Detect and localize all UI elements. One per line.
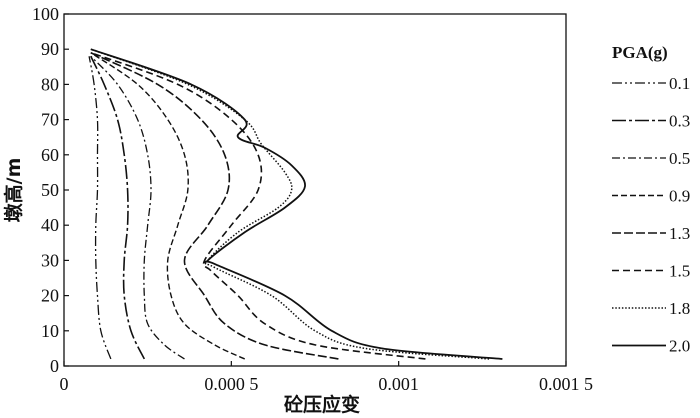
- series-line-0-3: [90, 55, 146, 360]
- y-tick-label: 10: [41, 321, 59, 341]
- y-tick-label: 80: [41, 74, 59, 94]
- y-tick-label: 40: [41, 215, 59, 235]
- legend-label: 0.1: [669, 74, 690, 93]
- plot-frame: [63, 13, 567, 367]
- y-tick-label: 60: [41, 145, 59, 165]
- tick-labels: 0 0.000 5 0.001 0.001 5 0 10 20 30 40 50 60 70 80 90 1…: [32, 4, 593, 394]
- x-tick-label: 0.001: [378, 374, 419, 394]
- legend-label: 0.5: [669, 149, 690, 168]
- legend-label: 1.5: [669, 262, 690, 281]
- x-tick-label: 0: [60, 374, 69, 394]
- tick-marks: [63, 13, 567, 367]
- series-line-1-5: [90, 51, 426, 360]
- legend-label: 0.3: [669, 112, 690, 131]
- x-tick-label: 0.001 5: [539, 374, 593, 394]
- legend-label: 1.3: [669, 224, 690, 243]
- series-line-0-1: [88, 56, 112, 360]
- legend: PGA(g) 0.1 0.3 0.5 0.9 1.3 1.5 1.8 2.0: [612, 43, 690, 356]
- y-axis-title: 墩高/m: [2, 158, 25, 223]
- y-tick-label: 100: [32, 4, 59, 24]
- series-line-2-0: [90, 48, 503, 360]
- legend-label: 0.9: [669, 187, 690, 206]
- y-tick-label: 20: [41, 286, 59, 306]
- y-tick-label: 90: [41, 39, 59, 59]
- legend-label: 1.8: [669, 299, 690, 318]
- legend-title: PGA(g): [612, 43, 668, 62]
- x-tick-label: 0.000 5: [204, 374, 258, 394]
- y-tick-label: 30: [41, 250, 59, 270]
- series-line-1-3: [90, 51, 339, 360]
- series-layer: [88, 48, 503, 360]
- y-tick-label: 50: [41, 180, 59, 200]
- y-tick-label: 0: [50, 356, 59, 376]
- series-line-0-5: [90, 55, 185, 360]
- legend-label: 2.0: [669, 337, 690, 356]
- y-tick-label: 70: [41, 110, 59, 130]
- series-line-0-9: [90, 52, 246, 360]
- x-axis-title: 砼压应变: [284, 393, 360, 416]
